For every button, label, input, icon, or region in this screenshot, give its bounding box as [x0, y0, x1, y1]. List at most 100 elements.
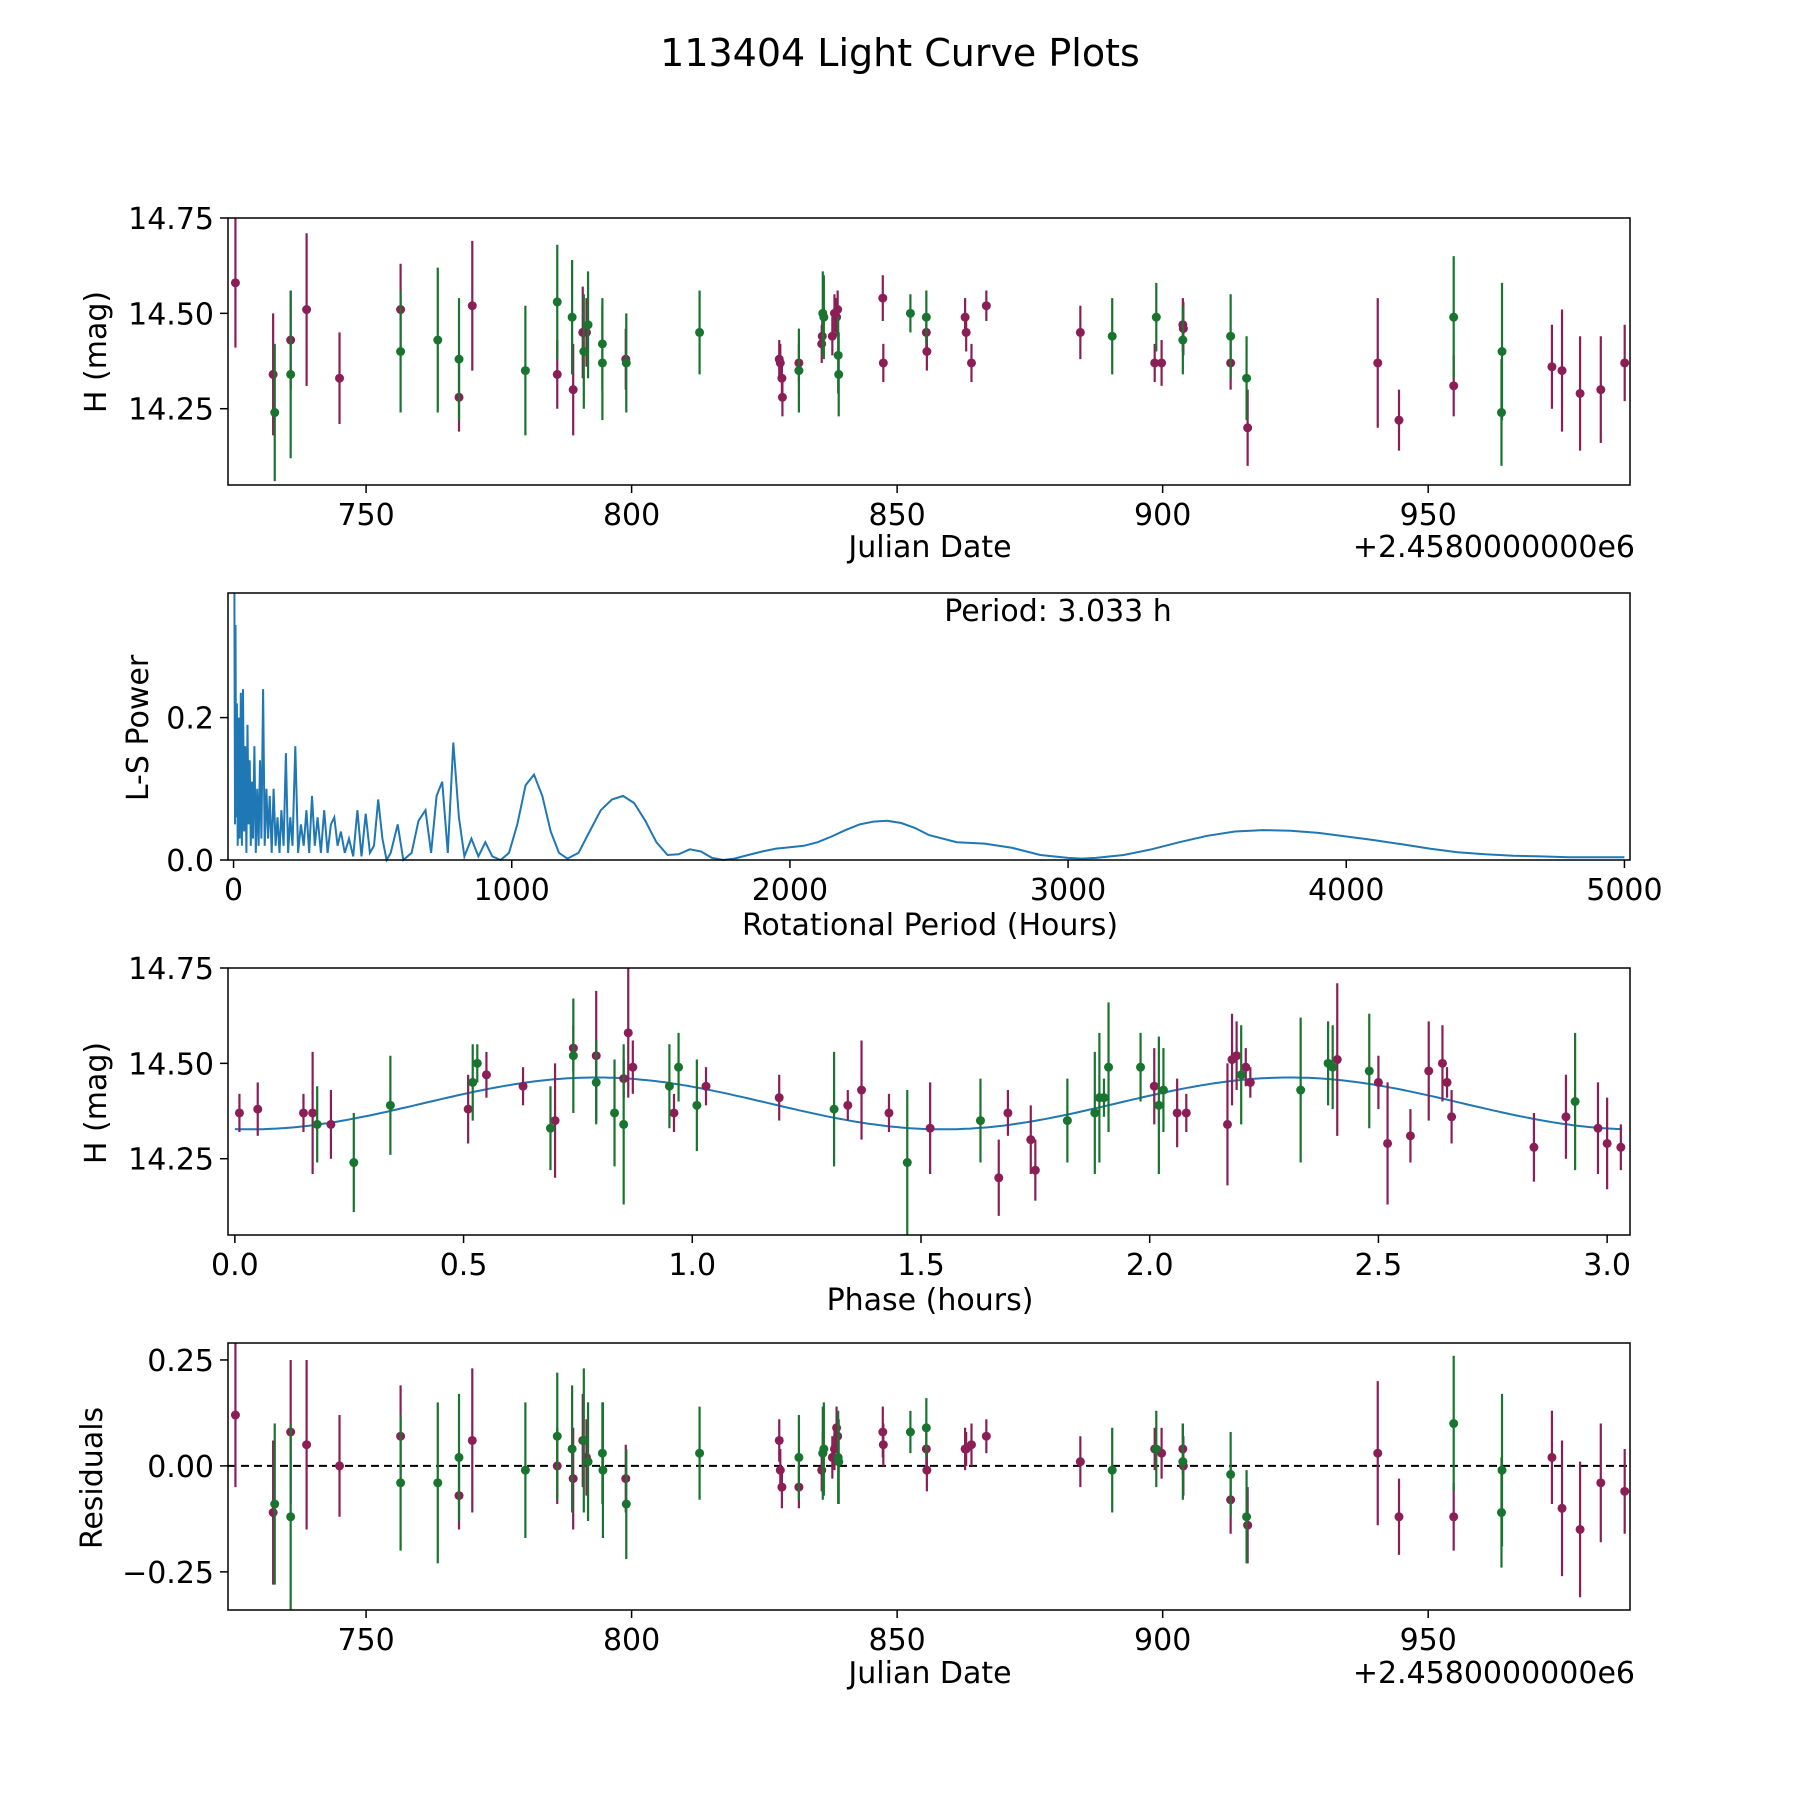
- phase-green-point: [610, 1108, 620, 1118]
- light-curve-purple-point: [1394, 415, 1404, 425]
- residuals-purple-point: [775, 1465, 785, 1475]
- residuals-green-point: [583, 1457, 593, 1467]
- light-curve-green-point: [1226, 331, 1236, 341]
- phase-green-point: [349, 1158, 359, 1168]
- light-curve-green-point: [1497, 347, 1507, 356]
- residuals-purple-point: [878, 1440, 888, 1450]
- phase-y-tick-label: 14.25: [128, 1143, 214, 1178]
- phase-green-point: [591, 1077, 601, 1087]
- light-curve-green-point: [270, 408, 280, 418]
- phase-purple-point: [1424, 1066, 1434, 1076]
- residuals-purple-point: [1075, 1457, 1085, 1467]
- light-curve-green-point: [396, 347, 406, 356]
- light-curve-purple-point: [552, 369, 562, 379]
- light-curve-x-label: Julian Date: [846, 530, 1011, 565]
- model-fit-curve: [234, 1076, 1623, 1131]
- phase-purple-point: [1437, 1058, 1447, 1068]
- residuals-axes-frame: [227, 1342, 1631, 1611]
- light-curve-purple-point: [1157, 358, 1167, 368]
- light-curve-green-point: [597, 358, 607, 368]
- light-curve-purple-point: [878, 293, 888, 303]
- periodogram-x-tick-label: 0: [224, 873, 243, 908]
- residuals-green-point: [921, 1423, 931, 1433]
- light-curve-green-point: [819, 312, 829, 322]
- light-curve-purple-point: [335, 373, 345, 383]
- residuals-x-tick-label: 800: [603, 1623, 660, 1658]
- residuals-green-point: [1497, 1465, 1507, 1475]
- light-curve-y-tick-label: 14.50: [128, 297, 214, 332]
- residuals-green-point: [794, 1452, 804, 1462]
- phase-purple-point: [298, 1108, 308, 1118]
- phase-folded-panel: Phase (hours) H (mag) 0.0 0.5 1.0 1.5 2.0 2.5…: [79, 952, 1631, 1318]
- phase-purple-point: [669, 1108, 679, 1118]
- residuals-y-tick-label: 0.00: [147, 1450, 214, 1485]
- phase-x-label: Phase (hours): [827, 1283, 1034, 1318]
- phase-purple-point: [1442, 1077, 1452, 1087]
- residuals-green-point: [579, 1435, 589, 1445]
- phase-green-point: [1296, 1085, 1306, 1095]
- phase-green-point: [1328, 1062, 1338, 1072]
- phase-purple-point: [1172, 1108, 1182, 1118]
- residuals-purple-point: [981, 1431, 991, 1441]
- phase-purple-point: [1529, 1142, 1539, 1152]
- residuals-x-tick-label: 750: [337, 1623, 394, 1658]
- light-curve-panel: Julian Date +2.4580000000e6 H (mag) 750 8…: [79, 202, 1635, 565]
- light-curve-purple-point: [878, 358, 888, 368]
- light-curve-purple-point: [1150, 358, 1160, 368]
- periodogram-power-line: [233, 592, 1625, 863]
- light-curve-green-point: [552, 297, 562, 307]
- residuals-x-offset: +2.4580000000e6: [1353, 1656, 1635, 1691]
- residuals-green-point: [520, 1465, 530, 1475]
- phase-purple-point: [550, 1116, 560, 1126]
- light-curve-purple-point: [302, 305, 312, 315]
- light-curve-purple-point: [1243, 423, 1253, 433]
- phase-green-point: [468, 1077, 478, 1087]
- residuals-green-point: [270, 1499, 280, 1509]
- light-curve-purple-point: [1449, 381, 1459, 391]
- residuals-purple-point: [774, 1435, 784, 1445]
- residuals-x-tick-label: 850: [869, 1623, 926, 1658]
- phase-purple-point: [1332, 1055, 1342, 1065]
- residuals-y-tick-label: −0.25: [122, 1556, 214, 1591]
- residuals-purple-point: [467, 1435, 477, 1445]
- residuals-purple-point: [1575, 1524, 1585, 1534]
- phase-green-point: [674, 1062, 684, 1072]
- light-curve-purple-point: [1547, 362, 1557, 372]
- phase-green-point: [1136, 1062, 1146, 1072]
- light-curve-x-tick-label: 750: [337, 498, 394, 533]
- light-curve-green-point: [794, 366, 804, 376]
- phase-purple-point: [774, 1093, 784, 1103]
- residuals-green-point: [552, 1431, 562, 1441]
- residuals-green-point: [1151, 1444, 1161, 1454]
- light-curve-purple-point: [568, 385, 578, 395]
- residuals-green-point: [1226, 1469, 1236, 1479]
- residuals-green-point: [396, 1478, 406, 1488]
- light-curve-x-tick-label: 900: [1134, 498, 1191, 533]
- residuals-purple-point: [1373, 1448, 1383, 1458]
- phase-green-point: [692, 1100, 702, 1110]
- phase-purple-point: [1383, 1138, 1393, 1148]
- residuals-purple-point: [1394, 1512, 1404, 1522]
- phase-purple-point: [326, 1119, 336, 1129]
- light-curve-purple-point: [966, 358, 976, 368]
- light-curve-purple-point: [827, 331, 837, 341]
- phase-green-point: [829, 1104, 839, 1114]
- residuals-green-point: [1107, 1465, 1117, 1475]
- light-curve-x-offset: +2.4580000000e6: [1353, 530, 1635, 565]
- periodogram-x-tick-label: 5000: [1586, 873, 1662, 908]
- light-curve-purple-point: [230, 278, 240, 288]
- light-curve-green-point: [583, 320, 593, 330]
- residuals-green-point: [567, 1444, 577, 1454]
- light-curve-purple-point: [1373, 358, 1383, 368]
- residuals-panel: Julian Date +2.4580000000e6 Residuals 75…: [75, 1342, 1635, 1691]
- light-curve-green-point: [579, 347, 589, 356]
- phase-x-tick-label: 1.5: [897, 1248, 945, 1283]
- phase-green-point: [1570, 1097, 1580, 1106]
- light-curve-purple-point: [922, 347, 932, 356]
- periodogram-y-label: L-S Power: [121, 654, 156, 801]
- residuals-purple-point: [1557, 1503, 1567, 1513]
- residuals-purple-point: [966, 1440, 976, 1450]
- residuals-purple-point: [268, 1508, 278, 1518]
- residuals-green-point: [834, 1457, 844, 1467]
